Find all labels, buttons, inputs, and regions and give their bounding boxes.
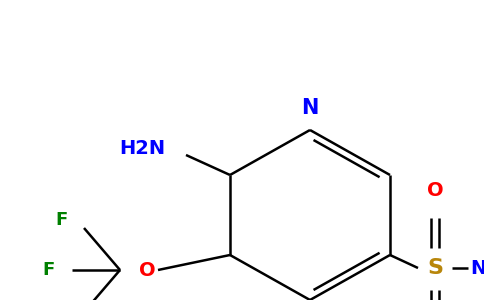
Text: F: F (43, 261, 55, 279)
Text: O: O (139, 260, 156, 280)
Text: O: O (427, 181, 443, 200)
Text: N: N (302, 98, 318, 118)
Text: S: S (427, 258, 443, 278)
Text: NH2: NH2 (470, 259, 484, 278)
Text: F: F (56, 211, 68, 229)
Text: H2N: H2N (119, 139, 165, 158)
